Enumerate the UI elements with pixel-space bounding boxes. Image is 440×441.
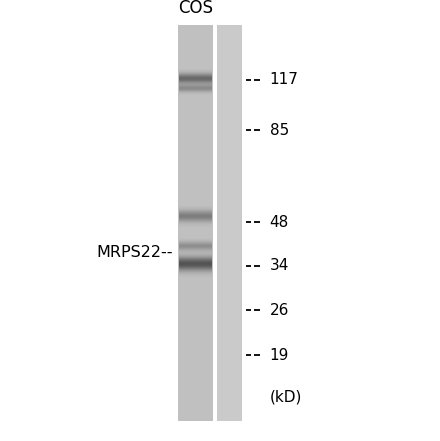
Text: MRPS22--: MRPS22-- xyxy=(97,245,173,260)
Text: COS: COS xyxy=(178,0,213,17)
Text: 85: 85 xyxy=(270,123,289,138)
Text: 19: 19 xyxy=(270,348,289,363)
Bar xyxy=(217,25,242,421)
Text: 48: 48 xyxy=(270,215,289,230)
Text: (kD): (kD) xyxy=(270,389,302,404)
Bar xyxy=(178,25,213,421)
Text: 117: 117 xyxy=(270,72,299,87)
Text: 26: 26 xyxy=(270,303,289,318)
Text: 34: 34 xyxy=(270,258,289,273)
